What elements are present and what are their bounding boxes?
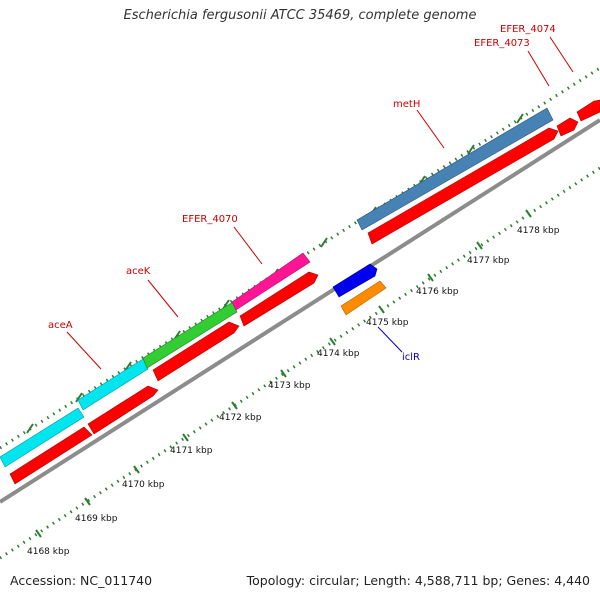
scale-label: 4168 kbp [27,547,70,557]
gene-labels: aceA aceK EFER_4070 metH EFER_4073 EFER_… [48,24,556,363]
inner-major-tick [231,401,238,410]
inner-major-tick [182,433,189,442]
forward-genes [0,107,554,468]
cds-arrow [152,321,240,382]
inner-major-tick [378,305,385,314]
scale-label: 4172 kbp [219,413,262,423]
gene-aceA-part-1 [0,407,85,468]
scale-label: 4174 kbp [317,349,360,359]
callout-EFER_4070 [233,226,263,265]
scale-label: 4173 kbp [268,381,311,391]
scale-label: 4171 kbp [170,446,213,456]
inner-major-tick [525,209,532,218]
scale-label: 4170 kbp [122,480,165,490]
label-callouts [66,36,574,370]
scale-labels: 4168 kbp 4169 kbp 4170 kbp 4171 kbp 4172… [27,226,560,557]
inner-major-tick [133,465,140,474]
callout-metH [416,109,445,149]
gene-label-aceA: aceA [48,320,73,331]
gene-label-iclR: iclR [402,352,420,363]
gene-aceK [142,301,238,369]
inner-major-tick [35,529,42,538]
cds-arrow [556,117,579,137]
scale-label: 4176 kbp [416,287,459,297]
gene-label-EFER_4073: EFER_4073 [474,38,530,49]
callout-aceA [66,331,102,370]
genome-backbone [0,118,600,504]
gene-unlabeled-reverse [332,263,378,298]
inner-major-tick [280,369,287,378]
inner-tick-row-line [0,166,600,560]
gene-EFER_4070 [231,252,311,311]
genome-summary-text: Topology: circular; Length: 4,588,711 bp… [246,573,590,588]
inner-major-tick [329,337,336,346]
scale-label: 4178 kbp [517,226,560,236]
outer-major-tick [26,423,34,434]
cds-arrow [367,127,559,245]
reverse-genes [332,263,387,316]
cds-arrow [239,271,319,327]
cds-arrow [576,99,600,122]
inner-major-tick [476,241,483,250]
inner-major-tick [84,497,91,506]
scale-label: 4177 kbp [467,256,510,266]
cds-track [9,99,600,485]
accession-text: Accession: NC_011740 [10,573,153,588]
gene-label-EFER_4074: EFER_4074 [500,24,556,35]
scale-label: 4175 kbp [366,318,409,328]
outer-major-tick [320,237,328,248]
inner-major-tick [427,273,434,282]
gene-label-aceK: aceK [126,266,151,277]
callout-iclR [377,326,403,353]
gene-label-EFER_4070: EFER_4070 [182,214,238,225]
gene-label-metH: metH [393,99,420,110]
cds-arrow [87,385,159,435]
inner-tick-row [0,166,600,560]
outer-major-tick [516,113,524,124]
callout-EFER_4073 [527,50,550,87]
gene-iclR [340,280,387,316]
scale-label: 4169 kbp [75,514,118,524]
callout-EFER_4074 [549,36,574,73]
gene-metH [356,107,554,231]
outer-major-tick [467,144,475,155]
cds-arrow [9,426,93,485]
callout-aceK [147,279,179,318]
gene-aceA-part-2 [77,358,149,411]
outer-major-tick [75,392,83,403]
genome-title: Escherichia fergusonii ATCC 35469, compl… [123,8,477,23]
